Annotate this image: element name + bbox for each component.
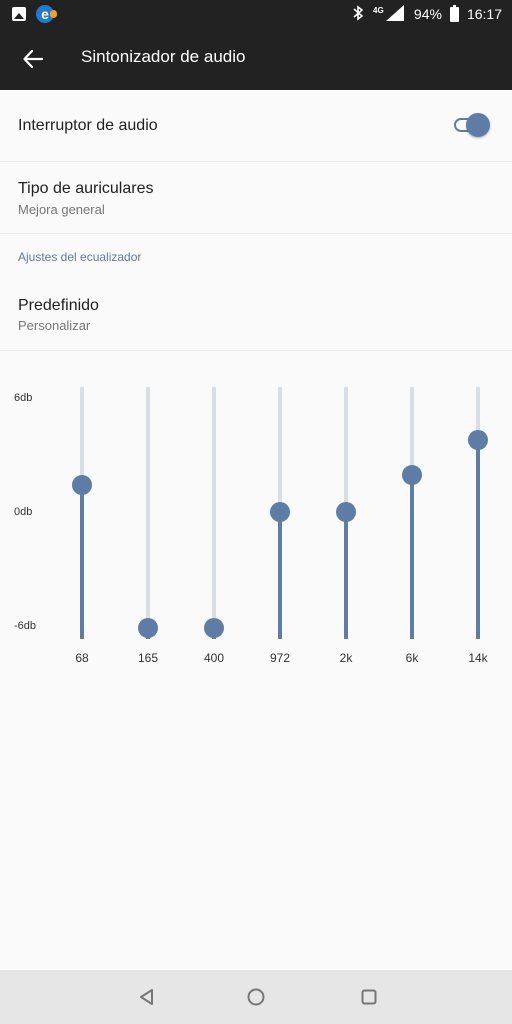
preset-value: Personalizar: [18, 318, 91, 333]
recents-square-icon: [361, 989, 377, 1005]
status-bar: e 4G 94% 16:17: [0, 0, 512, 28]
nav-recents-button[interactable]: [357, 985, 381, 1009]
nav-back-button[interactable]: [135, 985, 159, 1009]
headphone-type-value: Mejora general: [18, 202, 105, 217]
notification-icons: e: [12, 5, 57, 23]
eq-level-fill: [476, 440, 480, 639]
network-type: 4G: [373, 6, 384, 15]
eq-freq-label: 972: [269, 651, 291, 665]
eq-slider-14k[interactable]: [464, 387, 492, 639]
battery-percent: 94%: [413, 6, 442, 22]
db-label-bottom: -6db: [14, 620, 37, 632]
eq-rail: [146, 387, 150, 639]
arrow-left-icon: [23, 50, 43, 68]
eq-slider-972[interactable]: [266, 387, 294, 639]
toggle-thumb: [466, 113, 490, 137]
app-bar: Sintonizador de audio: [0, 28, 512, 90]
equalizer: 6db 0db -6db 68 165 400 972 2k 6k 14k: [0, 360, 512, 680]
eq-freq-label: 165: [137, 651, 159, 665]
clock: 16:17: [466, 6, 502, 22]
eq-level-fill: [278, 512, 282, 639]
preset-label: Predefinido: [18, 297, 99, 314]
home-circle-icon: [247, 988, 265, 1006]
eq-knob[interactable]: [204, 618, 224, 638]
back-button[interactable]: [14, 40, 52, 78]
eq-level-fill: [80, 484, 84, 639]
eq-freq-label: 14k: [468, 651, 488, 665]
bluetooth-icon: [352, 4, 364, 24]
equalizer-section-header: Ajustes del ecualizador: [18, 250, 142, 264]
battery-icon: [449, 4, 459, 22]
eq-slider-2k[interactable]: [332, 387, 360, 639]
headphone-type-label: Tipo de auriculares: [18, 180, 154, 197]
audio-switch-row[interactable]: Interruptor de audio: [0, 90, 512, 162]
preset-row[interactable]: Predefinido Personalizar: [0, 278, 512, 351]
eq-slider-165[interactable]: [134, 387, 162, 639]
eq-freq-label: 6k: [405, 651, 419, 665]
eq-knob[interactable]: [138, 618, 158, 638]
status-right: 4G 94% 16:17: [352, 0, 502, 28]
gallery-icon: [12, 7, 26, 21]
audio-switch-label: Interruptor de audio: [18, 117, 158, 134]
eq-freq-label: 68: [75, 651, 89, 665]
eq-knob[interactable]: [270, 502, 290, 522]
eq-slider-400[interactable]: [200, 387, 228, 639]
eq-freq-label: 2k: [339, 651, 353, 665]
signal-icon: 4G: [372, 4, 406, 25]
eq-knob[interactable]: [72, 474, 92, 495]
audio-switch-toggle[interactable]: [454, 113, 490, 137]
eq-freq-label: 400: [203, 651, 225, 665]
eq-slider-68[interactable]: [68, 387, 96, 639]
eq-knob[interactable]: [468, 430, 488, 451]
db-label-top: 6db: [14, 392, 33, 404]
navigation-bar: [0, 970, 512, 1024]
eq-slider-6k[interactable]: [398, 387, 426, 639]
browser-icon: e: [36, 5, 57, 23]
headphone-type-row[interactable]: Tipo de auriculares Mejora general: [0, 162, 512, 234]
eq-level-fill: [410, 475, 414, 639]
page-title: Sintonizador de audio: [81, 47, 246, 66]
nav-home-button[interactable]: [244, 985, 268, 1009]
db-label-mid: 0db: [14, 506, 33, 518]
eq-rail: [212, 387, 216, 639]
eq-knob[interactable]: [402, 465, 422, 486]
eq-level-fill: [344, 512, 348, 639]
eq-knob[interactable]: [336, 502, 356, 522]
back-triangle-icon: [140, 989, 153, 1005]
